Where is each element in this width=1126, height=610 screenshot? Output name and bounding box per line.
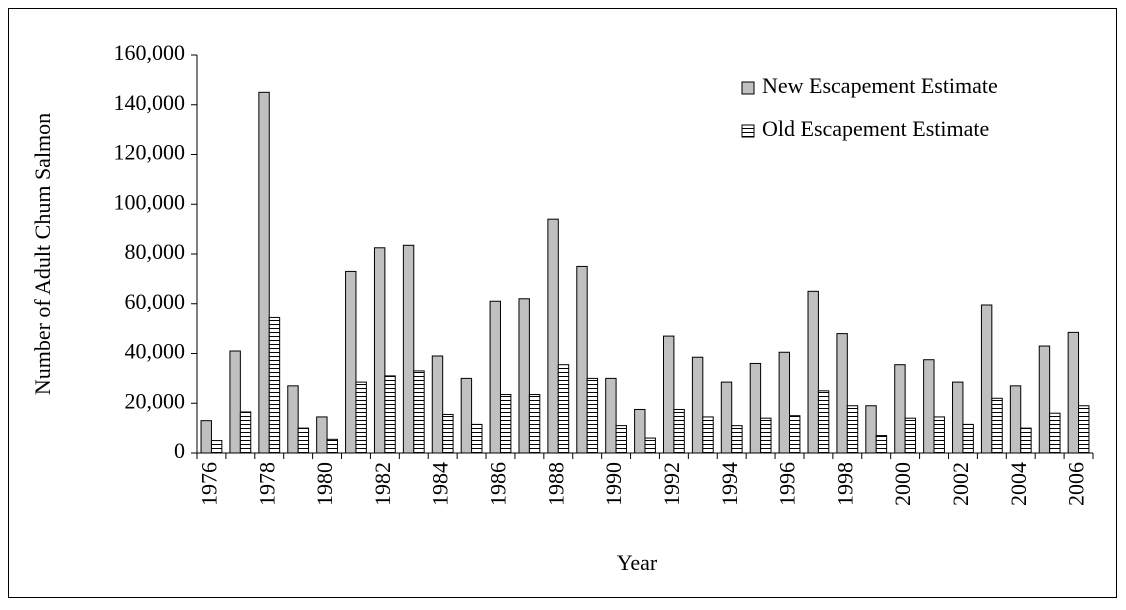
bar [239, 411, 252, 454]
bar [644, 437, 656, 454]
x-tick-label: 1992 [659, 462, 684, 506]
bar [962, 423, 974, 454]
x-tick-label: 2002 [948, 462, 973, 506]
bar [518, 298, 530, 454]
x-tick-label: 1978 [254, 462, 279, 506]
bar [865, 405, 877, 454]
x-tick-label: 1982 [370, 462, 395, 506]
bar [836, 333, 848, 454]
bar [373, 247, 386, 454]
x-tick-label: 1980 [312, 462, 337, 506]
bar [952, 381, 964, 454]
bar [1049, 412, 1061, 454]
bar [846, 405, 859, 454]
bar [258, 91, 270, 454]
y-tick-label: 140,000 [114, 90, 186, 115]
bar [413, 370, 425, 454]
x-axis-label: Year [617, 550, 658, 575]
bar [749, 362, 762, 454]
bar [760, 417, 772, 454]
bar [1009, 385, 1022, 454]
bar [720, 381, 733, 454]
y-axis-label: Number of Adult Chum Salmon [30, 113, 55, 395]
bar [402, 244, 415, 454]
y-tick-label: 160,000 [114, 40, 186, 65]
bar [778, 351, 791, 454]
bar [586, 377, 599, 454]
x-tick-label: 2006 [1064, 462, 1089, 506]
legend-swatch [741, 81, 755, 95]
bar [316, 416, 328, 454]
bar [1067, 331, 1080, 454]
bar [460, 377, 473, 454]
bar [326, 438, 338, 454]
bar [662, 335, 675, 454]
bar [923, 359, 935, 454]
bar [384, 375, 396, 454]
chart-border [8, 8, 1117, 598]
x-tick-label: 1986 [486, 462, 511, 506]
y-tick-label: 20,000 [125, 388, 186, 413]
y-tick-label: 100,000 [114, 189, 186, 214]
bar [904, 417, 917, 454]
bar [489, 300, 501, 454]
x-tick-label: 1976 [196, 462, 221, 506]
x-tick-label: 1990 [601, 462, 626, 506]
bar [789, 415, 801, 454]
bar [673, 408, 685, 454]
bar [991, 397, 1003, 454]
bar [875, 435, 888, 454]
bar [605, 377, 617, 454]
bar [615, 425, 628, 454]
bar [576, 265, 588, 454]
bar [229, 350, 241, 454]
bar [287, 385, 299, 454]
bar [471, 423, 483, 454]
x-tick-label: 1988 [543, 462, 568, 506]
y-tick-label: 120,000 [114, 140, 186, 165]
bar [894, 364, 906, 454]
bar [557, 364, 570, 454]
legend-label: New Escapement Estimate [762, 73, 998, 98]
bar [528, 394, 541, 454]
bar [933, 416, 945, 454]
bar [634, 408, 646, 454]
bar [731, 425, 743, 454]
bar [442, 413, 454, 454]
bar [1078, 405, 1090, 454]
bar [817, 390, 830, 454]
x-tick-label: 2000 [890, 462, 915, 506]
legend-swatch [741, 124, 755, 138]
bar [1038, 345, 1051, 454]
bar [345, 270, 357, 454]
legend-label: Old Escapement Estimate [762, 116, 989, 141]
bar [547, 218, 559, 454]
bar [980, 304, 993, 454]
y-tick-label: 0 [174, 438, 185, 463]
x-tick-label: 2004 [1006, 462, 1031, 506]
bar [691, 356, 704, 454]
x-tick-label: 1994 [717, 462, 742, 506]
bar [297, 427, 310, 454]
bar [499, 394, 512, 454]
bar [431, 355, 444, 454]
bar [355, 381, 367, 454]
x-tick-label: 1984 [428, 462, 453, 506]
bar [268, 316, 281, 454]
y-tick-label: 40,000 [125, 339, 186, 364]
x-tick-label: 1998 [832, 462, 857, 506]
y-tick-label: 80,000 [125, 239, 186, 264]
bar [1020, 427, 1032, 454]
y-tick-label: 60,000 [125, 289, 186, 314]
bar [807, 290, 819, 454]
bar [210, 440, 223, 454]
bar [200, 420, 212, 454]
bar [702, 416, 714, 454]
x-tick-label: 1996 [775, 462, 800, 506]
